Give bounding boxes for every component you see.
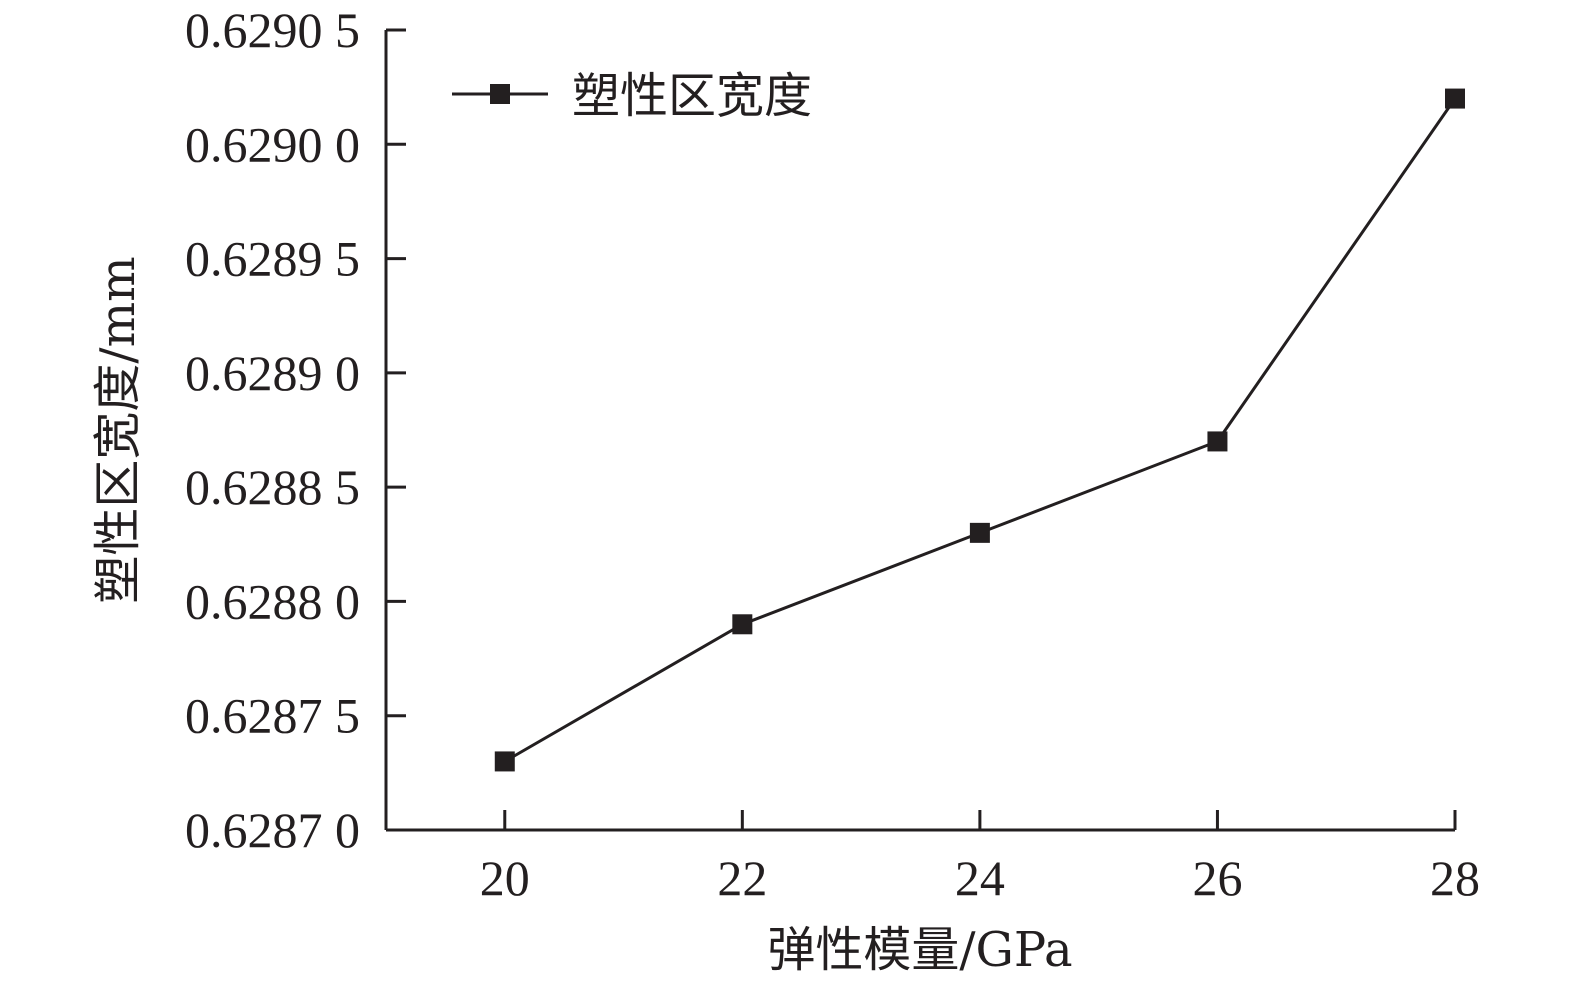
y-tick-label: 0.6290 0 [185, 116, 360, 172]
y-tick-label: 0.6289 0 [185, 345, 360, 401]
y-ticks: 0.6287 0 0.6287 5 0.6288 0 0.6288 5 0.6289 0… [185, 2, 406, 858]
x-tick-label: 24 [955, 850, 1005, 906]
x-tick-label: 26 [1192, 850, 1242, 906]
y-tick-label: 0.6289 5 [185, 231, 360, 287]
y-tick-label: 0.6288 5 [185, 459, 360, 515]
series-line [504, 97, 1457, 763]
axes [384, 30, 1455, 832]
legend: 塑性区宽度 [452, 68, 812, 124]
y-tick-label: 0.6287 0 [185, 802, 360, 858]
series-layer [494, 88, 1465, 772]
data-point-marker [494, 751, 515, 772]
data-point-marker [1445, 88, 1465, 109]
legend-label: 塑性区宽度 [572, 68, 812, 124]
x-tick-label: 28 [1430, 850, 1480, 906]
y-tick-label: 0.6287 5 [185, 688, 360, 744]
x-tick-label: 20 [480, 850, 530, 906]
x-tick-label: 22 [717, 850, 767, 906]
x-ticks: 20 22 24 26 28 [480, 810, 1480, 906]
y-tick-label: 0.6288 0 [185, 573, 360, 629]
y-axis-title: 塑性区宽度/mm [90, 256, 146, 603]
data-point-marker [732, 614, 753, 635]
data-point-marker [1207, 431, 1228, 452]
legend-marker-square [490, 84, 510, 104]
y-tick-label: 0.6290 5 [185, 2, 360, 58]
x-axis-title: 弹性模量/GPa [767, 922, 1072, 978]
data-point-marker [969, 522, 990, 543]
